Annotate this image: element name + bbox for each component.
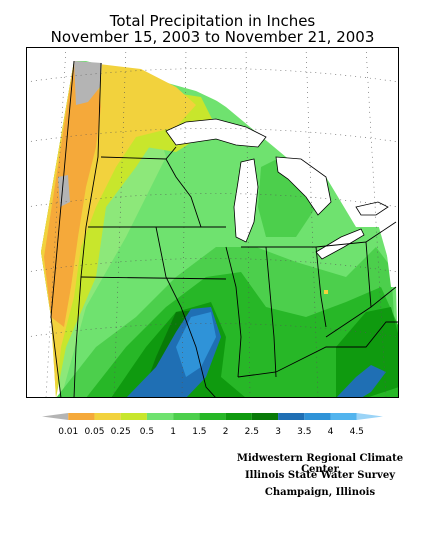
legend-label: 0.01 [58, 427, 78, 437]
credit-line-2: Illinois State Water Survey [244, 470, 396, 481]
credit-line-1: Midwestern Regional Climate Center [236, 453, 404, 475]
legend-label: 4.5 [350, 427, 364, 437]
precip-region-trace-north [74, 61, 102, 105]
precipitation-legend: 0.01 0.05 0.25 0.5 1 1.5 2 2.5 3 3.5 4 4.5 [42, 413, 383, 437]
legend-swatch [42, 413, 69, 420]
legend-swatch [94, 413, 121, 420]
precip-region-3.5-4-east [336, 365, 386, 398]
precip-region-4-4.5 [176, 312, 216, 377]
state-boundaries [50, 60, 399, 398]
legend-label: 1.5 [192, 427, 206, 437]
unmapped-south-east [386, 237, 399, 287]
lake-superior [165, 118, 267, 148]
legend-swatch [225, 413, 252, 420]
lake-erie [315, 228, 365, 260]
legend-label: 3.5 [297, 427, 311, 437]
legend-swatch [199, 413, 226, 420]
precip-region-0.01-0.05 [44, 61, 101, 327]
legend-label: 0.5 [140, 427, 154, 437]
lake-michigan [233, 158, 259, 243]
precip-region-trace-west [58, 175, 70, 207]
legend-swatch [330, 413, 357, 420]
legend-label: 4 [328, 427, 334, 437]
map-title-line2: November 15, 2003 to November 21, 2003 [50, 28, 375, 46]
legend-swatch [120, 413, 147, 420]
legend-swatch [356, 413, 383, 420]
precip-speck [324, 290, 328, 294]
legend-label: 3 [275, 427, 281, 437]
legend-swatch [304, 413, 331, 420]
legend-swatch [251, 413, 279, 420]
legend-swatch [146, 413, 174, 420]
lat-lon-grid [26, 47, 399, 398]
lake-ontario [355, 201, 389, 216]
map-title-line1: Total Precipitation in Inches [109, 12, 316, 30]
credit-line-3: Champaign, Illinois [264, 487, 376, 498]
legend-label: 2 [223, 427, 229, 437]
map-frame [26, 47, 399, 398]
lake-huron [275, 156, 332, 216]
legend-label: 1 [170, 427, 176, 437]
legend-label: 0.25 [111, 427, 131, 437]
legend-swatch [173, 413, 200, 420]
legend-swatch [278, 413, 305, 420]
unmapped-canada [186, 61, 399, 227]
legend-swatch [68, 413, 95, 420]
legend-label: 0.05 [84, 427, 104, 437]
precipitation-map [26, 47, 399, 398]
legend-label: 2.5 [245, 427, 259, 437]
